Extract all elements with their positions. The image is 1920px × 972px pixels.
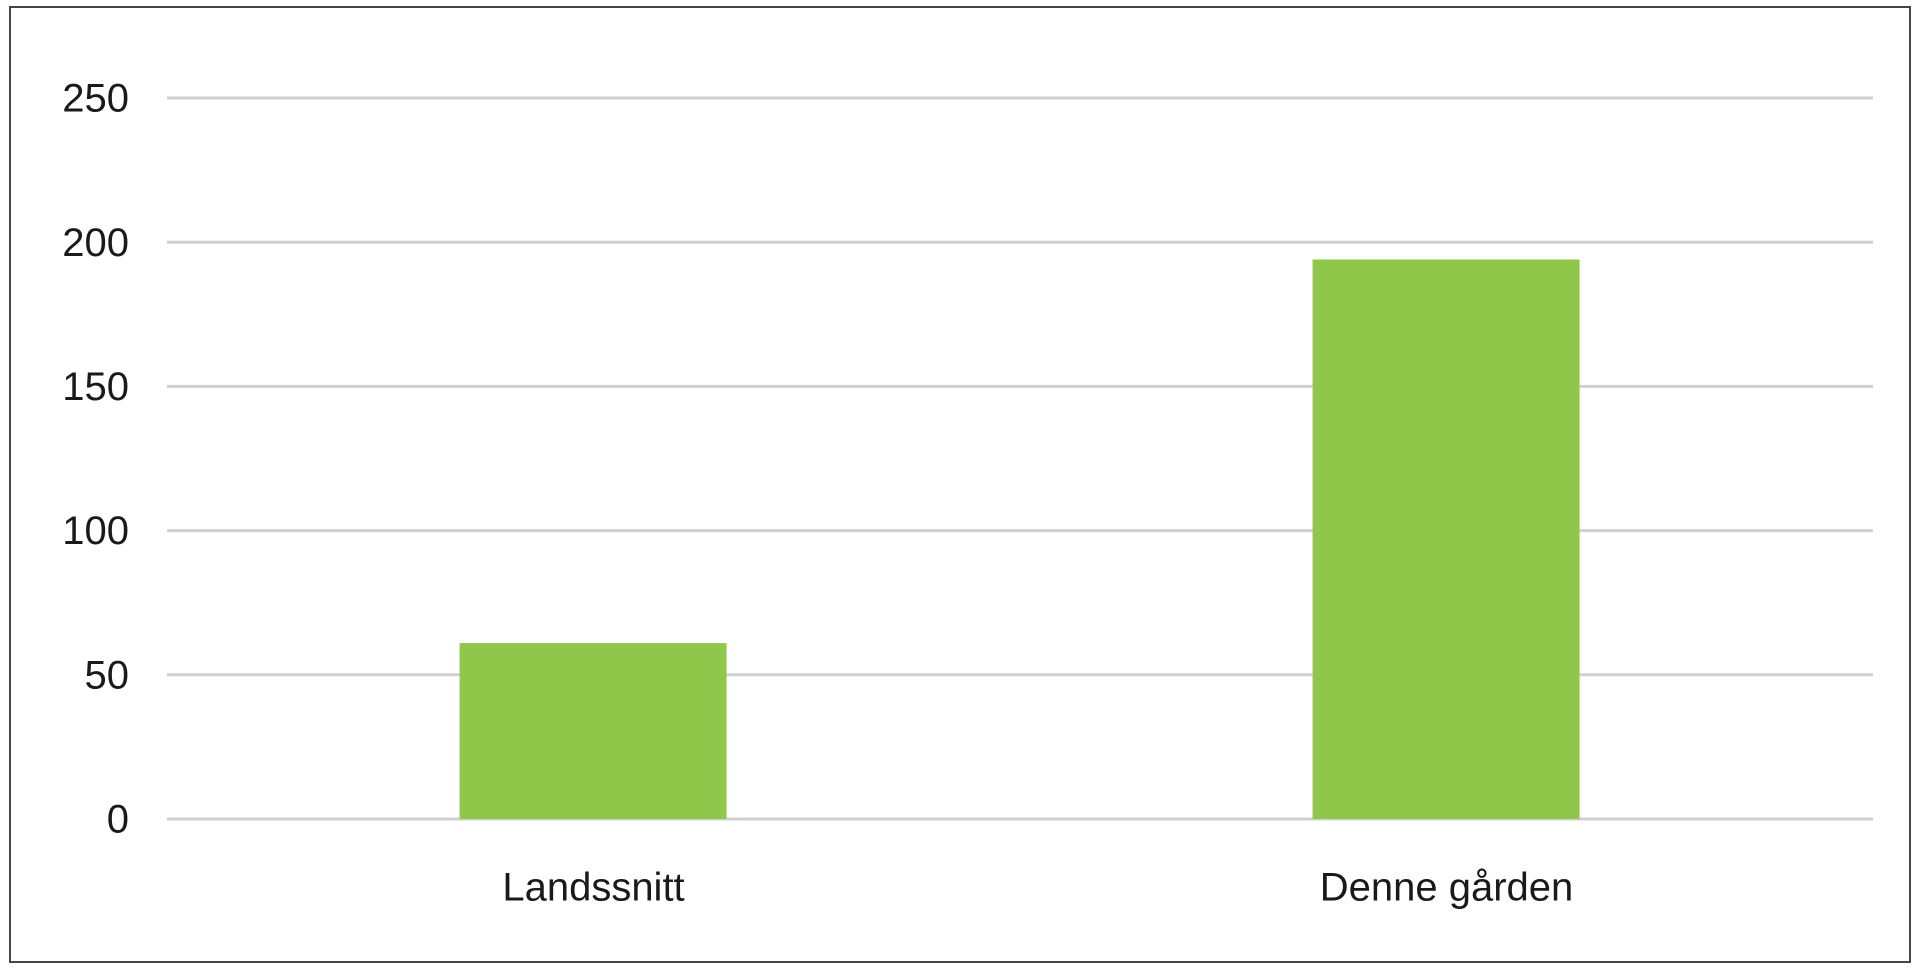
bar bbox=[459, 643, 727, 819]
y-tick-label: 50 bbox=[85, 653, 130, 697]
x-tick-label: Landssnitt bbox=[502, 866, 684, 910]
y-tick-label: 250 bbox=[62, 77, 129, 121]
x-tick-label: Denne gården bbox=[1320, 866, 1574, 910]
chart-frame bbox=[9, 6, 1911, 963]
y-tick-label: 200 bbox=[62, 221, 129, 265]
bar bbox=[1312, 259, 1580, 819]
y-tick-label: 150 bbox=[62, 365, 129, 409]
y-tick-label: 0 bbox=[107, 798, 129, 842]
y-tick-label: 100 bbox=[62, 509, 129, 553]
